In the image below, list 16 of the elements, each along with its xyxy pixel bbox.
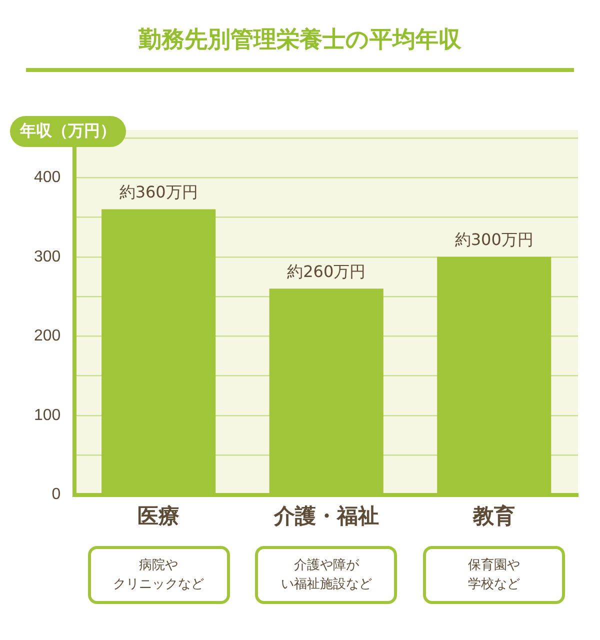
x-tick-label: 教育 (472, 504, 516, 528)
y-tick-label: 100 (34, 406, 61, 424)
x-tick-label: 医療 (138, 504, 180, 528)
data-label: 約260万円 (287, 262, 366, 281)
y-tick-label: 200 (34, 328, 61, 345)
x-tick-label: 介護・福祉 (272, 504, 379, 528)
y-tick-label: 300 (34, 248, 61, 266)
y-tick-label: 0 (52, 486, 61, 504)
text: 保育園や学校など (467, 556, 522, 594)
text: 介護や障がい福祉施設など (280, 556, 373, 594)
y-axis-title: 年収（万円） (10, 116, 126, 147)
data-label: 約360万円 (119, 182, 198, 202)
text: 病院やクリニックなど (112, 556, 206, 594)
data-label: 約300万円 (454, 230, 534, 250)
y-tick-label: 400 (34, 168, 61, 186)
chart-title: 勤務先別管理栄養士の平均年収 (137, 26, 462, 55)
